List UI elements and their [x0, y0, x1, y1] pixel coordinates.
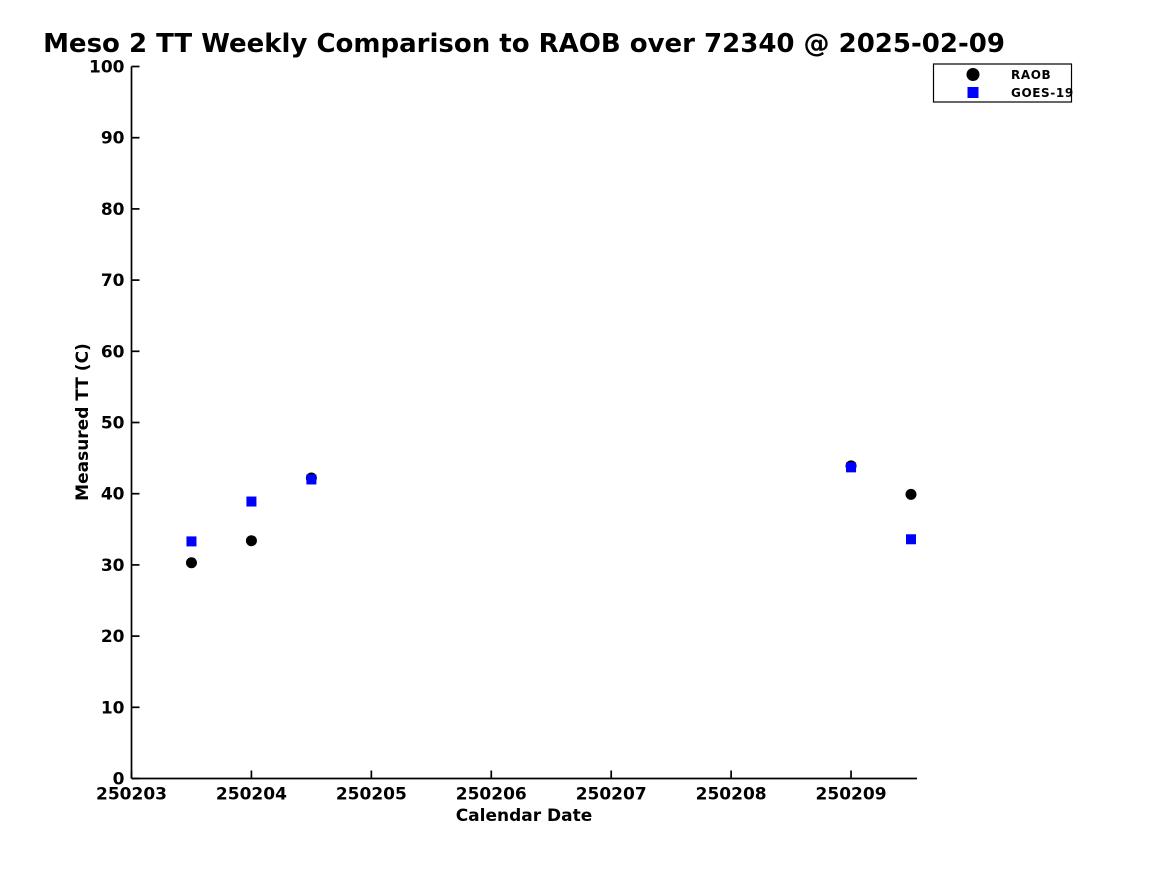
legend-label-goes19: GOES-19: [1011, 86, 1074, 100]
legend-label-raob: RAOB: [1011, 68, 1051, 82]
x-axis-label: Calendar Date: [456, 806, 593, 826]
data-point-goes-19: [306, 474, 317, 485]
x-tick-label: 250206: [456, 785, 527, 805]
data-point-goes-19: [186, 536, 197, 547]
x-tick-label: 250203: [96, 785, 167, 805]
y-tick-label: 90: [101, 129, 125, 149]
x-tick-label: 250208: [696, 785, 767, 805]
y-tick-label: 60: [101, 342, 125, 362]
data-point-goes-19: [906, 534, 917, 545]
x-tick-label: 250207: [576, 785, 647, 805]
legend-marker-goes19-icon: [967, 87, 979, 98]
axes: 0 10 20 30 40 50 60 70 80 90 100 250203 250204 250205…: [89, 58, 917, 805]
data-point-raob: [185, 557, 197, 569]
y-tick-label: 80: [101, 200, 125, 220]
y-tick-label: 20: [101, 627, 125, 647]
y-tick-label: 10: [101, 698, 125, 718]
x-tick-label: 250205: [336, 785, 407, 805]
data-point-raob: [905, 488, 917, 500]
y-tick-label: 50: [101, 414, 125, 434]
y-tick-label: 70: [101, 271, 125, 291]
y-tick-label: 0: [113, 770, 125, 790]
legend-marker-raob-icon: [966, 68, 980, 81]
y-axis-label: Measured TT (C): [73, 343, 93, 501]
y-tick-label: 30: [101, 556, 125, 576]
data-point-raob: [245, 535, 257, 547]
x-tick-label: 250209: [816, 785, 887, 805]
data-point-goes-19: [246, 496, 257, 507]
y-tick-label: 100: [89, 58, 125, 78]
chart-title: Meso 2 TT Weekly Comparison to RAOB over…: [43, 29, 1005, 59]
legend: RAOB GOES-19: [932, 63, 1074, 103]
x-tick-label: 250204: [216, 785, 287, 805]
y-tick-label: 40: [101, 485, 125, 505]
legend-box: [932, 63, 1073, 103]
data-points: [185, 460, 917, 569]
data-point-goes-19: [846, 462, 857, 473]
